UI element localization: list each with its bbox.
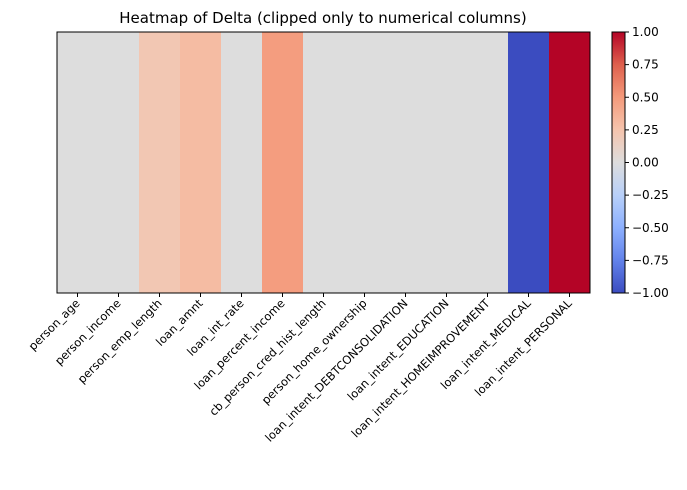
colorbar-gradient (612, 32, 625, 293)
heatmap-cells (57, 32, 591, 293)
heatmap-cell (508, 32, 550, 293)
heatmap-cell (262, 32, 304, 293)
colorbar-tick-label: −0.25 (632, 188, 669, 202)
heatmap-cell (344, 32, 386, 293)
heatmap-cell (426, 32, 468, 293)
colorbar-tick-label: 0.00 (632, 156, 659, 170)
heatmap-cell (57, 32, 99, 293)
x-axis: person_ageperson_incomeperson_emp_length… (26, 293, 575, 445)
colorbar: −1.00 −0.75 −0.50 −0.25 0.00 0.25 0.50 0.75 1.00 (611, 25, 669, 300)
heatmap-cell (549, 32, 591, 293)
heatmap-cell (180, 32, 222, 293)
colorbar-tick-label: −0.75 (632, 253, 669, 267)
colorbar-tick-label: 0.25 (632, 123, 659, 137)
chart-title: Heatmap of Delta (clipped only to numeri… (119, 9, 526, 27)
heatmap-cell (139, 32, 181, 293)
heatmap-cell (221, 32, 263, 293)
colorbar-tick-label: 1.00 (632, 25, 659, 39)
heatmap-cell (385, 32, 427, 293)
colorbar-tick-label: 0.50 (632, 90, 659, 104)
heatmap-cell (98, 32, 140, 293)
colorbar-tick-label: 0.75 (632, 58, 659, 72)
colorbar-tick-label: −0.50 (632, 221, 669, 235)
heatmap-cell (467, 32, 509, 293)
colorbar-axis: −1.00 −0.75 −0.50 −0.25 0.00 0.25 0.50 0.75 1.00 (625, 25, 669, 300)
colorbar-tick-label: −1.00 (632, 286, 669, 300)
heatmap-cell (303, 32, 345, 293)
